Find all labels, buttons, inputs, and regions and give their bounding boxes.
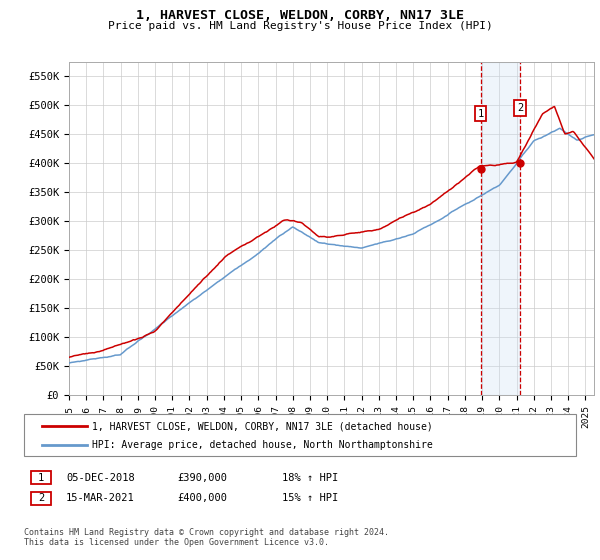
Text: 18% ↑ HPI: 18% ↑ HPI xyxy=(282,473,338,483)
Text: Contains HM Land Registry data © Crown copyright and database right 2024.
This d: Contains HM Land Registry data © Crown c… xyxy=(24,528,389,547)
Text: 1: 1 xyxy=(478,109,484,119)
Text: 1, HARVEST CLOSE, WELDON, CORBY, NN17 3LE: 1, HARVEST CLOSE, WELDON, CORBY, NN17 3L… xyxy=(136,9,464,22)
Text: 1: 1 xyxy=(38,473,44,483)
Bar xyxy=(481,62,520,395)
Text: HPI: Average price, detached house, North Northamptonshire: HPI: Average price, detached house, Nort… xyxy=(92,440,433,450)
Text: £400,000: £400,000 xyxy=(177,493,227,503)
Text: 05-DEC-2018: 05-DEC-2018 xyxy=(66,473,135,483)
Text: 1, HARVEST CLOSE, WELDON, CORBY, NN17 3LE (detached house): 1, HARVEST CLOSE, WELDON, CORBY, NN17 3L… xyxy=(92,421,433,431)
Text: 2: 2 xyxy=(517,103,523,113)
Text: 15% ↑ HPI: 15% ↑ HPI xyxy=(282,493,338,503)
Text: 15-MAR-2021: 15-MAR-2021 xyxy=(66,493,135,503)
Text: Price paid vs. HM Land Registry's House Price Index (HPI): Price paid vs. HM Land Registry's House … xyxy=(107,21,493,31)
Text: £390,000: £390,000 xyxy=(177,473,227,483)
Text: 2: 2 xyxy=(38,493,44,503)
